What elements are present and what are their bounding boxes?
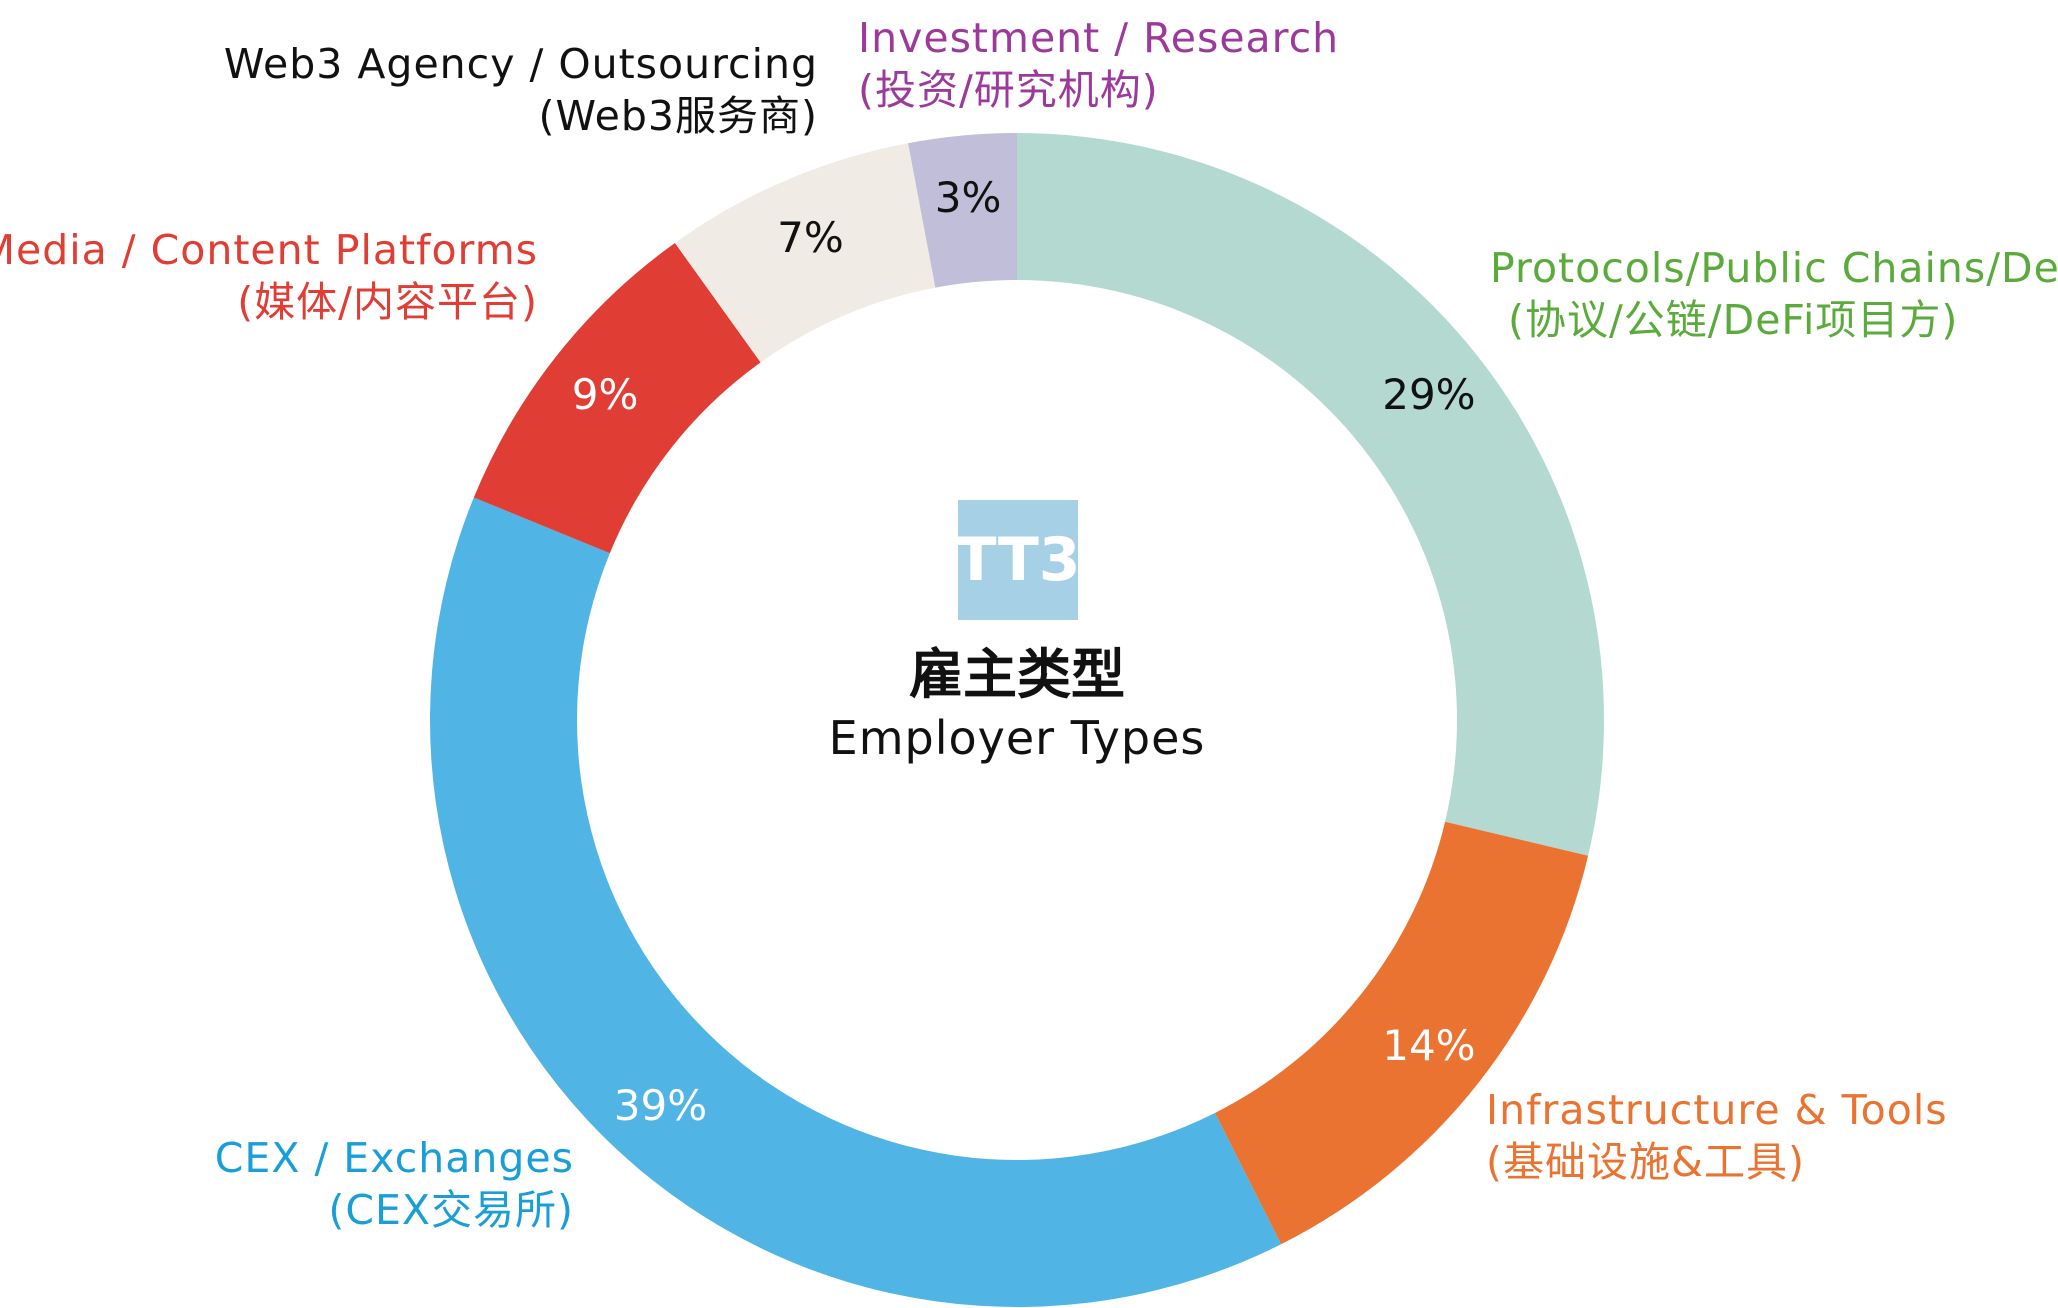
value-label-5: 3% bbox=[935, 173, 1002, 222]
value-label-1: 14% bbox=[1382, 1021, 1475, 1070]
category-label-zh: (协议/公链/DeFi项目方) bbox=[1508, 296, 1959, 344]
brand-logo: TT3 bbox=[956, 500, 1081, 620]
chart-title: 雇主类型 Employer Types bbox=[829, 642, 1206, 768]
category-label-en: Investment / Research bbox=[858, 14, 1340, 62]
category-label-en: Protocols/Public Chains/DeFi bbox=[1490, 244, 2058, 292]
category-label-zh: (Web3服务商) bbox=[538, 92, 818, 140]
value-labels: 29% 14% 39% 9% 7% 3% bbox=[572, 173, 1476, 1130]
chart-title-en: Employer Types bbox=[828, 711, 1206, 765]
donut-slice-0 bbox=[1017, 133, 1604, 856]
category-label-cex: CEX / Exchanges (CEX交易所) bbox=[215, 1132, 574, 1236]
value-label-0: 29% bbox=[1382, 370, 1475, 419]
category-label-protocols: Protocols/Public Chains/DeFi (协议/公链/DeFi… bbox=[1490, 242, 2058, 346]
category-label-zh: (CEX交易所) bbox=[328, 1186, 574, 1234]
category-label-en: Infrastructure & Tools bbox=[1486, 1086, 1948, 1134]
category-label-en: CEX / Exchanges bbox=[214, 1134, 574, 1182]
category-label-investment: Investment / Research (投资/研究机构) bbox=[858, 12, 1339, 116]
value-label-2: 39% bbox=[614, 1081, 707, 1130]
category-label-zh: (基础设施&工具) bbox=[1486, 1138, 1805, 1186]
value-label-3: 9% bbox=[572, 370, 639, 419]
logo-text: TT3 bbox=[958, 525, 1078, 595]
logo-mark: TT3 bbox=[956, 525, 1081, 595]
category-label-infrastructure: Infrastructure & Tools (基础设施&工具) bbox=[1486, 1084, 1948, 1188]
donut-slice-3 bbox=[473, 242, 761, 554]
category-label-en: Web3 Agency / Outsourcing bbox=[223, 40, 818, 88]
category-label-en: Media / Content Platforms bbox=[0, 226, 538, 274]
donut-slice-5 bbox=[908, 133, 1017, 288]
value-label-4: 7% bbox=[777, 213, 844, 262]
category-label-zh: (投资/研究机构) bbox=[858, 66, 1159, 114]
chart-title-zh: 雇主类型 bbox=[909, 643, 1125, 706]
donut-slice-2 bbox=[429, 497, 1282, 1308]
donut-slice-1 bbox=[1214, 821, 1589, 1245]
donut-slices bbox=[429, 133, 1604, 1308]
category-label-web3-agency: Web3 Agency / Outsourcing (Web3服务商) bbox=[224, 38, 818, 142]
category-label-media: Media / Content Platforms (媒体/内容平台) bbox=[0, 224, 538, 328]
category-label-zh: (媒体/内容平台) bbox=[237, 278, 538, 326]
donut-slice-4 bbox=[674, 143, 936, 363]
